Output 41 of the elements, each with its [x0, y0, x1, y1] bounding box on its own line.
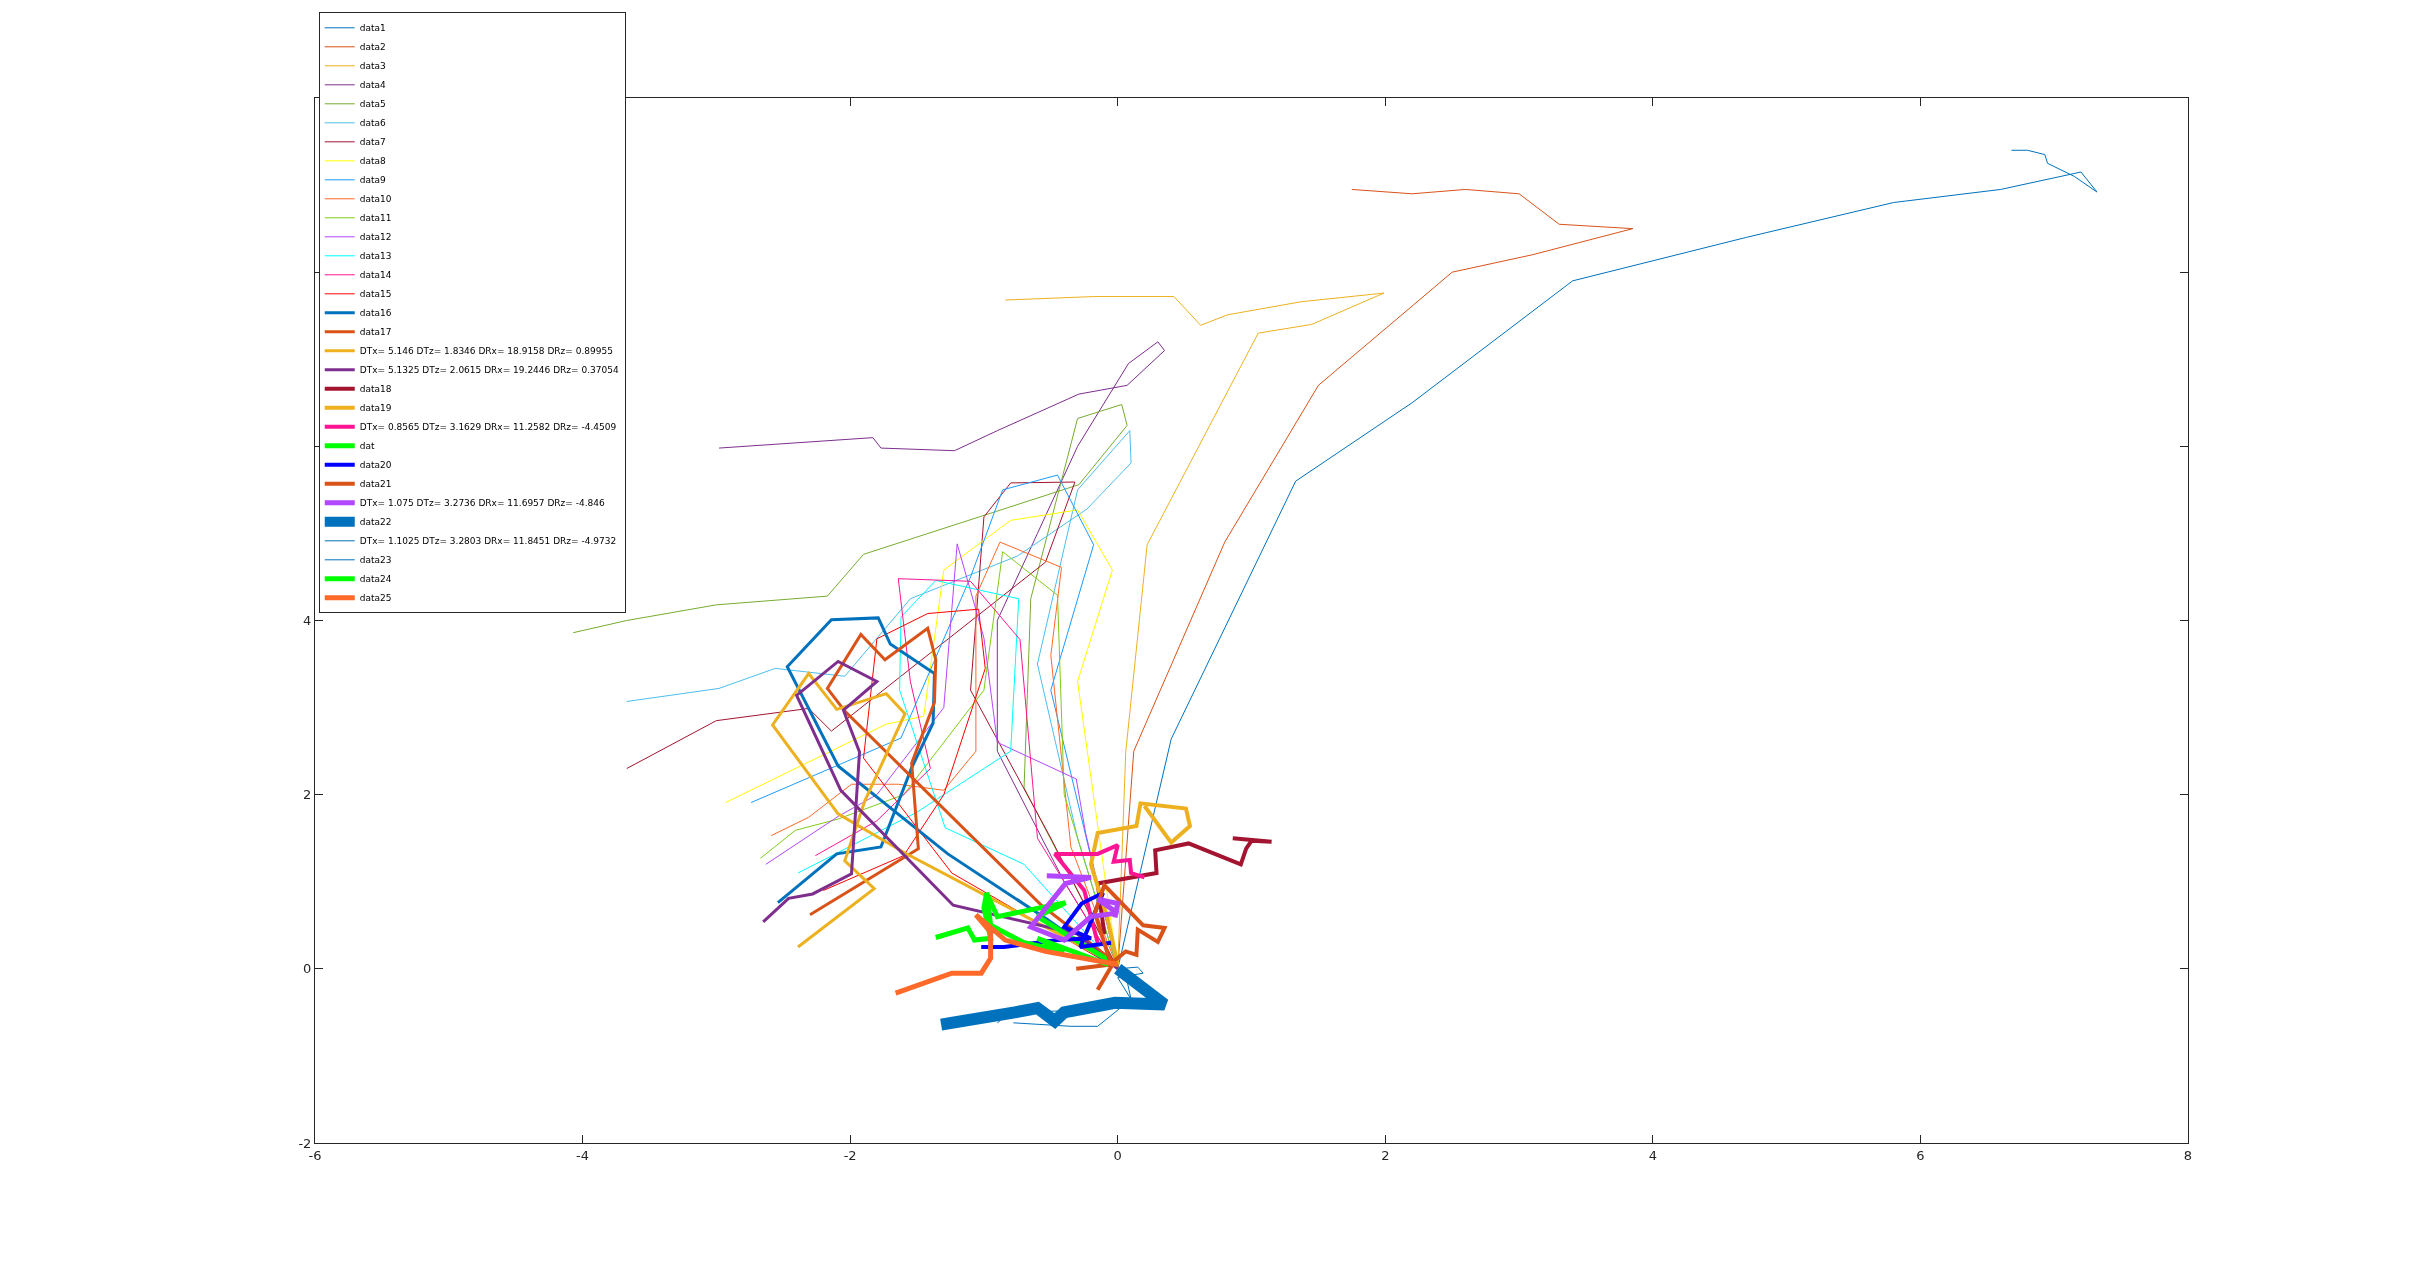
- legend-label: DTx= 5.146 DTz= 1.8346 DRx= 18.9158 DRz= 0.89955: [359, 346, 613, 357]
- legend-label: data12: [359, 232, 392, 243]
- legend-label: DTx= 1.075 DTz= 3.2736 DRx= 11.6957 DRz= -4.846: [359, 498, 606, 509]
- legend-label: DTx= 1.1025 DTz= 3.2803 DRx= 11.8451 DRz= -4.9732: [359, 536, 617, 547]
- y-tick-label: 2: [303, 787, 312, 803]
- legend-label: data15: [359, 289, 392, 300]
- legend-label: data23: [359, 555, 392, 566]
- legend-label: data10: [359, 194, 392, 205]
- legend-label: dat: [359, 441, 375, 452]
- x-tick-label: -2: [843, 1147, 857, 1163]
- x-tick-label: 4: [1648, 1147, 1657, 1163]
- legend-label: data18: [359, 384, 392, 395]
- legend-label: data6: [359, 118, 387, 129]
- legend-label: data5: [359, 99, 386, 110]
- legend-label: data4: [359, 80, 387, 91]
- legend-label: data7: [359, 137, 386, 148]
- y-tick-label: 0: [303, 961, 312, 977]
- legend-label: DTx= 0.8565 DTz= 3.1629 DRx= 11.2582 DRz= -4.4509: [359, 422, 617, 433]
- x-tick-label: 8: [2183, 1147, 2193, 1163]
- legend-label: data13: [359, 251, 392, 262]
- legend-label: data16: [359, 308, 392, 319]
- x-tick-label: 0: [1113, 1147, 1122, 1163]
- legend-label: data22: [359, 517, 392, 528]
- y-tick-label: 4: [303, 613, 312, 629]
- legend-label: data21: [359, 479, 392, 490]
- legend-label: data14: [359, 270, 392, 281]
- legend-label: data25: [359, 593, 392, 604]
- legend-label: data19: [359, 403, 392, 414]
- x-tick-label: 6: [1916, 1147, 1925, 1163]
- legend-label: data1: [359, 23, 386, 34]
- legend-label: data3: [359, 61, 386, 72]
- legend-label: data11: [359, 213, 392, 224]
- x-tick-label: -4: [576, 1147, 590, 1163]
- legend-label: data24: [359, 574, 392, 585]
- legend-label: data17: [359, 327, 392, 338]
- legend-label: data9: [359, 175, 387, 186]
- legend-label: data8: [359, 156, 387, 167]
- legend-label: data2: [359, 42, 386, 53]
- legend-label: data20: [359, 460, 392, 471]
- legend-label: DTx= 5.1325 DTz= 2.0615 DRx= 19.2446 DRz= 0.37054: [359, 365, 619, 376]
- x-tick-label: 2: [1381, 1147, 1390, 1163]
